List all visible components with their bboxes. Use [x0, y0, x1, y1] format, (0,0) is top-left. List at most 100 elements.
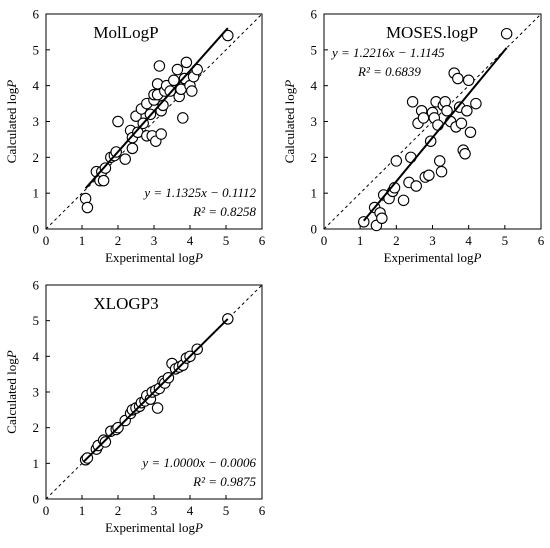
data-point [164, 85, 176, 97]
chart-panel: 0 1 2 3 4 5 6 0 1 2 3 4 5 6 MOSES.logP y = 1.2216x − 1.… [282, 7, 545, 266]
data-point [186, 85, 198, 97]
x-tick-label: 1 [79, 503, 86, 518]
fit-r-squared: R² = 0.6839 [357, 64, 421, 79]
x-tick-label: 0 [321, 233, 328, 248]
y-tick-label: 4 [33, 349, 40, 364]
data-point [168, 74, 180, 87]
y-tick-label: 2 [311, 150, 318, 165]
chart-title: XLOGP3 [93, 294, 158, 313]
y-tick-label: 0 [311, 222, 318, 237]
data-point [500, 27, 513, 40]
y-tick-label: 1 [33, 186, 40, 201]
fit-r-squared: R² = 0.9875 [192, 474, 256, 489]
y-tick-label: 5 [33, 42, 40, 57]
chart-panel: 0 1 2 3 4 5 6 0 1 2 3 4 5 6 MolLogP y = 1.1325x − 0.111… [4, 7, 266, 266]
y-axis-label: Calculated logP [4, 80, 19, 163]
chart-panel: 0 1 2 3 4 5 6 0 1 2 3 4 5 6 XLOGP3 y = 1.0000x − 0.0006… [4, 278, 266, 536]
y-axis-label: Calculated logP [4, 350, 19, 433]
x-tick-label: 5 [502, 233, 509, 248]
data-point [99, 162, 112, 174]
y-tick-label: 6 [33, 7, 40, 22]
regression-line [363, 47, 508, 222]
y-tick-label: 0 [33, 222, 40, 237]
y-axis-label: Calculated logP [282, 80, 297, 163]
regression-line [84, 27, 229, 190]
data-point [110, 146, 122, 158]
fit-equation: y = 1.0000x − 0.0006 [140, 455, 256, 470]
x-tick-label: 0 [43, 233, 50, 248]
data-point [455, 117, 468, 130]
data-point [112, 115, 124, 128]
x-tick-label: 6 [259, 503, 266, 518]
y-tick-label: 2 [33, 420, 40, 435]
identity-line [45, 13, 263, 230]
data-point [177, 112, 189, 124]
x-tick-label: 3 [151, 233, 158, 248]
x-tick-label: 0 [43, 503, 50, 518]
x-tick-label: 4 [465, 233, 472, 248]
x-tick-label: 2 [115, 233, 122, 248]
x-tick-label: 2 [115, 503, 122, 518]
y-tick-label: 3 [33, 114, 40, 129]
data-point [435, 165, 448, 178]
data-point [464, 126, 477, 139]
x-tick-label: 5 [223, 503, 230, 518]
y-tick-label: 6 [311, 7, 318, 22]
x-axis-label: Experimental logP [105, 250, 203, 265]
x-tick-label: 1 [79, 233, 86, 248]
y-tick-label: 2 [33, 150, 40, 165]
x-tick-label: 6 [259, 233, 266, 248]
data-point [222, 29, 234, 42]
x-axis-label: Experimental logP [384, 250, 482, 265]
y-tick-label: 4 [33, 78, 40, 93]
data-point [462, 74, 475, 87]
data-point [433, 155, 446, 167]
data-point [376, 212, 388, 225]
data-point [119, 153, 131, 165]
y-tick-label: 0 [33, 492, 40, 507]
y-tick-label: 5 [311, 42, 318, 57]
fit-equation: y = 1.2216x − 1.1145 [330, 45, 445, 60]
data-point [459, 148, 471, 160]
data-point [81, 201, 94, 214]
data-point [410, 180, 422, 192]
data-point [151, 402, 164, 414]
data-point [99, 436, 112, 448]
y-tick-label: 3 [33, 385, 40, 400]
chart-title: MolLogP [93, 23, 158, 42]
data-point [452, 72, 464, 85]
data-point [126, 142, 139, 155]
x-tick-label: 3 [151, 503, 158, 518]
data-point [155, 128, 167, 140]
y-tick-label: 4 [311, 78, 318, 93]
chart-title: MOSES.logP [386, 23, 478, 42]
x-tick-label: 5 [223, 233, 230, 248]
data-point [171, 63, 184, 76]
data-point [97, 174, 110, 187]
x-tick-label: 2 [393, 233, 400, 248]
fit-r-squared: R² = 0.8258 [192, 204, 256, 219]
data-point [406, 96, 419, 108]
y-tick-label: 5 [33, 313, 40, 328]
data-point [153, 60, 166, 72]
data-point [461, 105, 473, 117]
data-point [358, 216, 370, 228]
x-tick-label: 4 [187, 233, 194, 248]
fit-equation: y = 1.1325x − 0.1112 [142, 185, 256, 200]
x-axis-label: Experimental logP [105, 520, 203, 535]
data-point [390, 155, 403, 167]
regression-line [83, 318, 229, 463]
y-tick-label: 3 [311, 114, 318, 129]
data-point [180, 56, 193, 69]
y-tick-label: 1 [311, 186, 318, 201]
data-point [470, 97, 482, 110]
x-tick-label: 6 [538, 233, 545, 248]
x-tick-label: 3 [429, 233, 436, 248]
data-point [397, 194, 410, 207]
x-tick-label: 1 [357, 233, 364, 248]
x-tick-label: 4 [187, 503, 194, 518]
y-tick-label: 1 [33, 456, 40, 471]
y-tick-label: 6 [33, 278, 40, 293]
data-point [441, 105, 453, 117]
